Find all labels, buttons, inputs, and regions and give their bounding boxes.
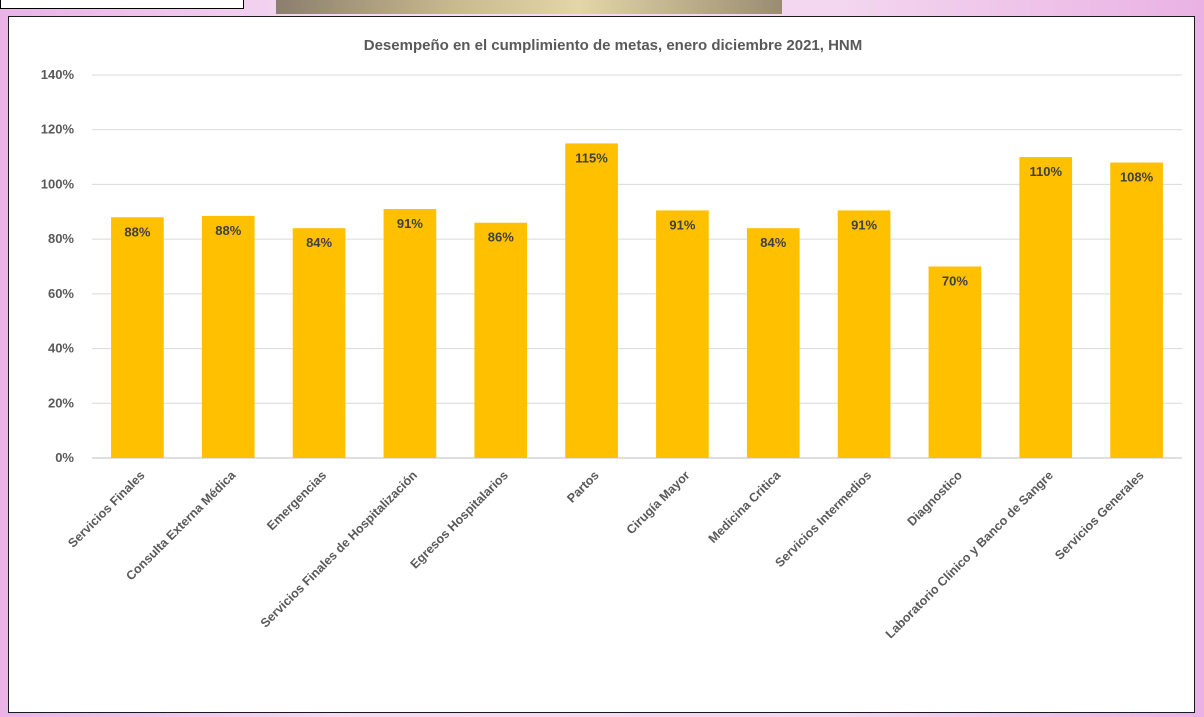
x-tick-label: Medicina Critica: [706, 467, 784, 545]
bar-value-label: 88%: [215, 223, 241, 238]
x-tick-label: Egresos Hospitalarios: [408, 468, 511, 571]
y-tick-label: 20%: [48, 395, 74, 410]
x-tick-label: Diagnostico: [905, 468, 966, 529]
bar: [1019, 157, 1073, 459]
bar: [565, 143, 618, 458]
bar-value-label: 91%: [669, 217, 695, 232]
x-tick-label: Emergencias: [264, 468, 329, 533]
bar-value-label: 84%: [760, 235, 786, 250]
top-left-frame: [0, 0, 244, 9]
bar-value-label: 108%: [1120, 170, 1154, 185]
bar: [837, 210, 891, 458]
y-tick-label: 140%: [41, 67, 75, 82]
bar-value-label: 86%: [488, 230, 514, 245]
bar: [1110, 162, 1163, 459]
bar-value-label: 110%: [1029, 164, 1062, 179]
y-axis-ticks: 0% 20% 40% 60% 80% 100% 120% 140%: [41, 67, 75, 465]
bar-value-label: 115%: [575, 150, 608, 165]
bar: [656, 210, 709, 458]
bar-value-label: 91%: [851, 217, 877, 232]
bar: [474, 222, 528, 458]
bar: [928, 266, 982, 458]
bar: [201, 215, 255, 458]
y-tick-label: 60%: [48, 286, 74, 301]
x-tick-label: Servicios Generales: [1052, 468, 1146, 562]
y-tick-label: 80%: [48, 231, 74, 246]
y-tick-label: 120%: [41, 122, 75, 137]
y-tick-label: 100%: [41, 176, 75, 191]
x-tick-label: Cirugía Mayor: [624, 468, 693, 537]
bar: [383, 209, 437, 458]
bars: [111, 143, 1163, 459]
x-tick-label: Servicios Finales: [65, 468, 147, 550]
y-tick-label: 0%: [55, 450, 74, 465]
x-tick-label: Servicios Intermedios: [772, 468, 874, 570]
chart-panel: Desempeño en el cumplimiento de metas, e…: [8, 16, 1195, 713]
data-labels: 88% 88% 84% 91% 86% 115% 91% 84% 91% 70% 110% 108%: [124, 150, 1153, 288]
bar: [292, 228, 346, 458]
bar: [746, 228, 800, 458]
bar-value-label: 91%: [397, 216, 423, 231]
bar: [111, 217, 164, 458]
bar-value-label: 70%: [942, 274, 968, 289]
gridlines: [92, 74, 1182, 459]
x-tick-label: Servicios Finales de Hospitalización: [258, 468, 420, 630]
background-photo-strip: [276, 0, 782, 14]
bar-value-label: 84%: [306, 235, 332, 250]
bar-value-label: 88%: [124, 224, 150, 239]
bar-chart: Desempeño en el cumplimiento de metas, e…: [41, 37, 1182, 641]
x-tick-label: Partos: [564, 468, 601, 505]
x-tick-label: Laboratorio Clínico y Banco de Sangre: [883, 468, 1056, 641]
y-tick-label: 40%: [48, 341, 74, 356]
chart-title: Desempeño en el cumplimiento de metas, e…: [364, 37, 863, 54]
